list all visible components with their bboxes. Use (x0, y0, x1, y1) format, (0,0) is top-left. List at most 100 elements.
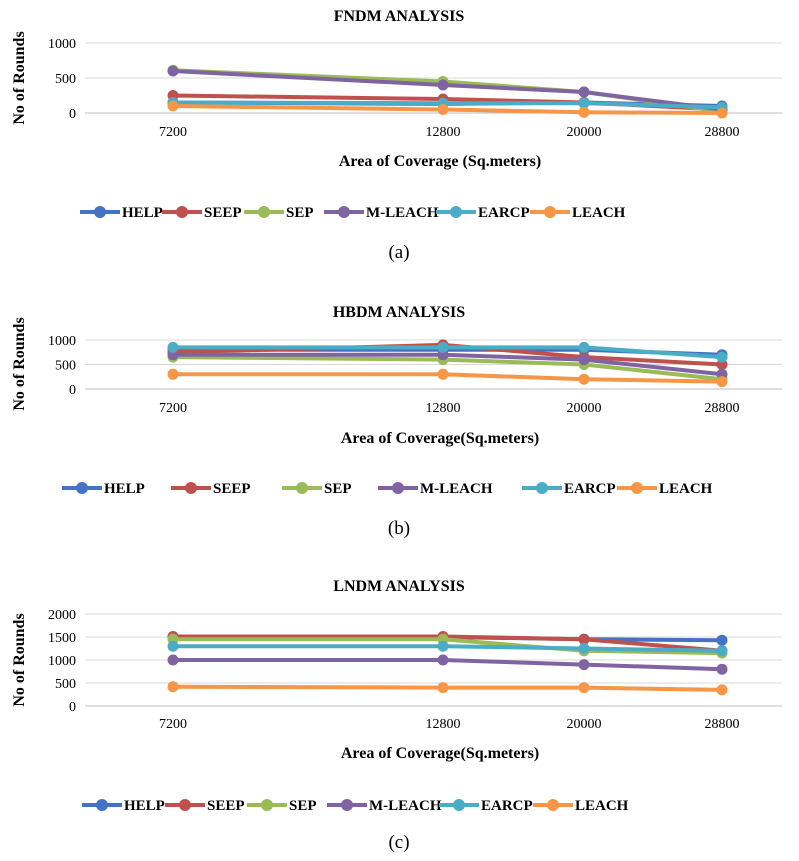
y-tick-label: 1000 (48, 37, 76, 52)
data-point-m-leach (437, 654, 449, 666)
legend-label: SEP (324, 481, 352, 497)
legend-item-leach: LEACH (533, 798, 629, 814)
data-point-earcp (437, 341, 449, 353)
legend-item-earcp: EARCP (439, 798, 533, 814)
x-tick-label: 7200 (159, 401, 187, 416)
data-point-m-leach (716, 663, 728, 675)
x-tick-label: 28800 (705, 125, 740, 140)
data-point-leach (578, 373, 590, 385)
legend-swatch-marker (536, 482, 548, 494)
data-point-earcp (578, 643, 590, 654)
y-tick-label: 0 (69, 107, 76, 122)
x-tick-label: 28800 (705, 401, 740, 416)
legend-swatch-marker (185, 482, 197, 494)
series-line-sep (171, 355, 724, 382)
data-point-earcp (167, 640, 179, 652)
legend-label: LEACH (572, 205, 626, 221)
series-line-m-leach (171, 69, 724, 112)
y-tick-label: 500 (55, 72, 76, 87)
legend-swatch-marker (96, 799, 108, 811)
legend-label: SEEP (213, 481, 251, 497)
data-point-earcp (716, 351, 728, 363)
series-line-leach (171, 104, 724, 115)
legend-item-seep: SEEP (171, 481, 251, 497)
y-tick-label: 500 (55, 677, 76, 692)
legend-label: SEP (289, 798, 317, 814)
legend-swatch-marker (261, 799, 273, 811)
x-tick-label: 20000 (567, 125, 602, 140)
legend-label: SEEP (204, 205, 242, 221)
series-line-sep (171, 637, 724, 656)
legend-label: LEACH (659, 481, 713, 497)
legend-swatch-marker (296, 482, 308, 494)
legend-item-earcp: EARCP (522, 481, 616, 497)
legend-label: M-LEACH (420, 481, 493, 497)
x-tick-label: 7200 (159, 717, 187, 732)
legend-item-m-leach: M-LEACH (378, 481, 493, 497)
x-tick-label: 12800 (426, 717, 461, 732)
panel-caption: (a) (388, 242, 409, 263)
x-axis-label: Area of Coverage(Sq.meters) (341, 430, 539, 447)
legend-swatch-marker (338, 206, 350, 218)
series-line-m-leach (171, 658, 724, 672)
legend-swatch-marker (179, 799, 191, 811)
legend-item-sep: SEP (247, 798, 317, 814)
series-line-earcp (171, 644, 724, 653)
legend-swatch-marker (258, 206, 270, 218)
legend-swatch-marker (76, 482, 88, 494)
y-tick-label: 0 (69, 383, 76, 398)
chart-title: HBDM ANALYSIS (333, 304, 465, 321)
legend-swatch-marker (94, 206, 106, 218)
data-point-earcp (578, 97, 590, 109)
legend-label: EARCP (481, 798, 533, 814)
chart-title: LNDM ANALYSIS (333, 578, 465, 595)
chart-panel-a: FNDM ANALYSIS 0 500 1000 7200 12800 20000 28800… (11, 8, 782, 263)
data-point-earcp (437, 640, 449, 652)
panel-caption: (b) (388, 518, 410, 539)
chart-panel-c: LNDM ANALYSIS 0 500 1000 1500 2000 7200 12800 20… (11, 578, 782, 853)
x-tick-label: 12800 (426, 401, 461, 416)
data-point-leach (437, 104, 449, 115)
data-point-leach (437, 368, 449, 380)
legend-label: HELP (104, 481, 145, 497)
data-point-m-leach (437, 79, 449, 91)
legend-label: HELP (124, 798, 165, 814)
y-axis-label: No of Rounds (11, 317, 28, 410)
legend-label: M-LEACH (369, 798, 442, 814)
legend-label: EARCP (478, 205, 530, 221)
y-axis-label: No of Rounds (11, 31, 28, 124)
chart-title: FNDM ANALYSIS (334, 8, 465, 25)
data-point-leach (167, 368, 179, 380)
data-point-earcp (578, 341, 590, 353)
y-tick-label: 1500 (48, 631, 76, 646)
legend-label: SEP (286, 205, 314, 221)
legend-swatch-marker (631, 482, 643, 494)
panel-caption: (c) (388, 832, 409, 853)
x-axis-label: Area of Coverage(Sq.meters) (341, 745, 539, 762)
series-line-earcp (171, 345, 724, 360)
legend-swatch-marker (453, 799, 465, 811)
y-tick-label: 500 (55, 359, 76, 374)
legend-swatch-marker (392, 482, 404, 494)
legend-swatch-marker (547, 799, 559, 811)
x-tick-label: 28800 (705, 717, 740, 732)
data-point-m-leach (578, 659, 590, 671)
data-point-earcp (716, 645, 728, 657)
y-tick-label: 1000 (48, 654, 76, 669)
x-tick-label: 7200 (159, 125, 187, 140)
legend-item-seep: SEEP (165, 798, 245, 814)
data-point-m-leach (578, 86, 590, 98)
data-point-m-leach (167, 654, 179, 666)
x-tick-label: 12800 (426, 125, 461, 140)
data-point-leach (716, 107, 728, 119)
data-point-leach (167, 100, 179, 112)
y-tick-label: 0 (69, 700, 76, 715)
legend-item-m-leach: M-LEACH (324, 205, 439, 221)
legend-item-sep: SEP (282, 481, 352, 497)
series-line-earcp (171, 100, 724, 110)
legend-item-earcp: EARCP (436, 205, 530, 221)
legend-label: SEEP (207, 798, 245, 814)
data-point-m-leach (578, 354, 590, 366)
data-point-leach (716, 684, 728, 696)
